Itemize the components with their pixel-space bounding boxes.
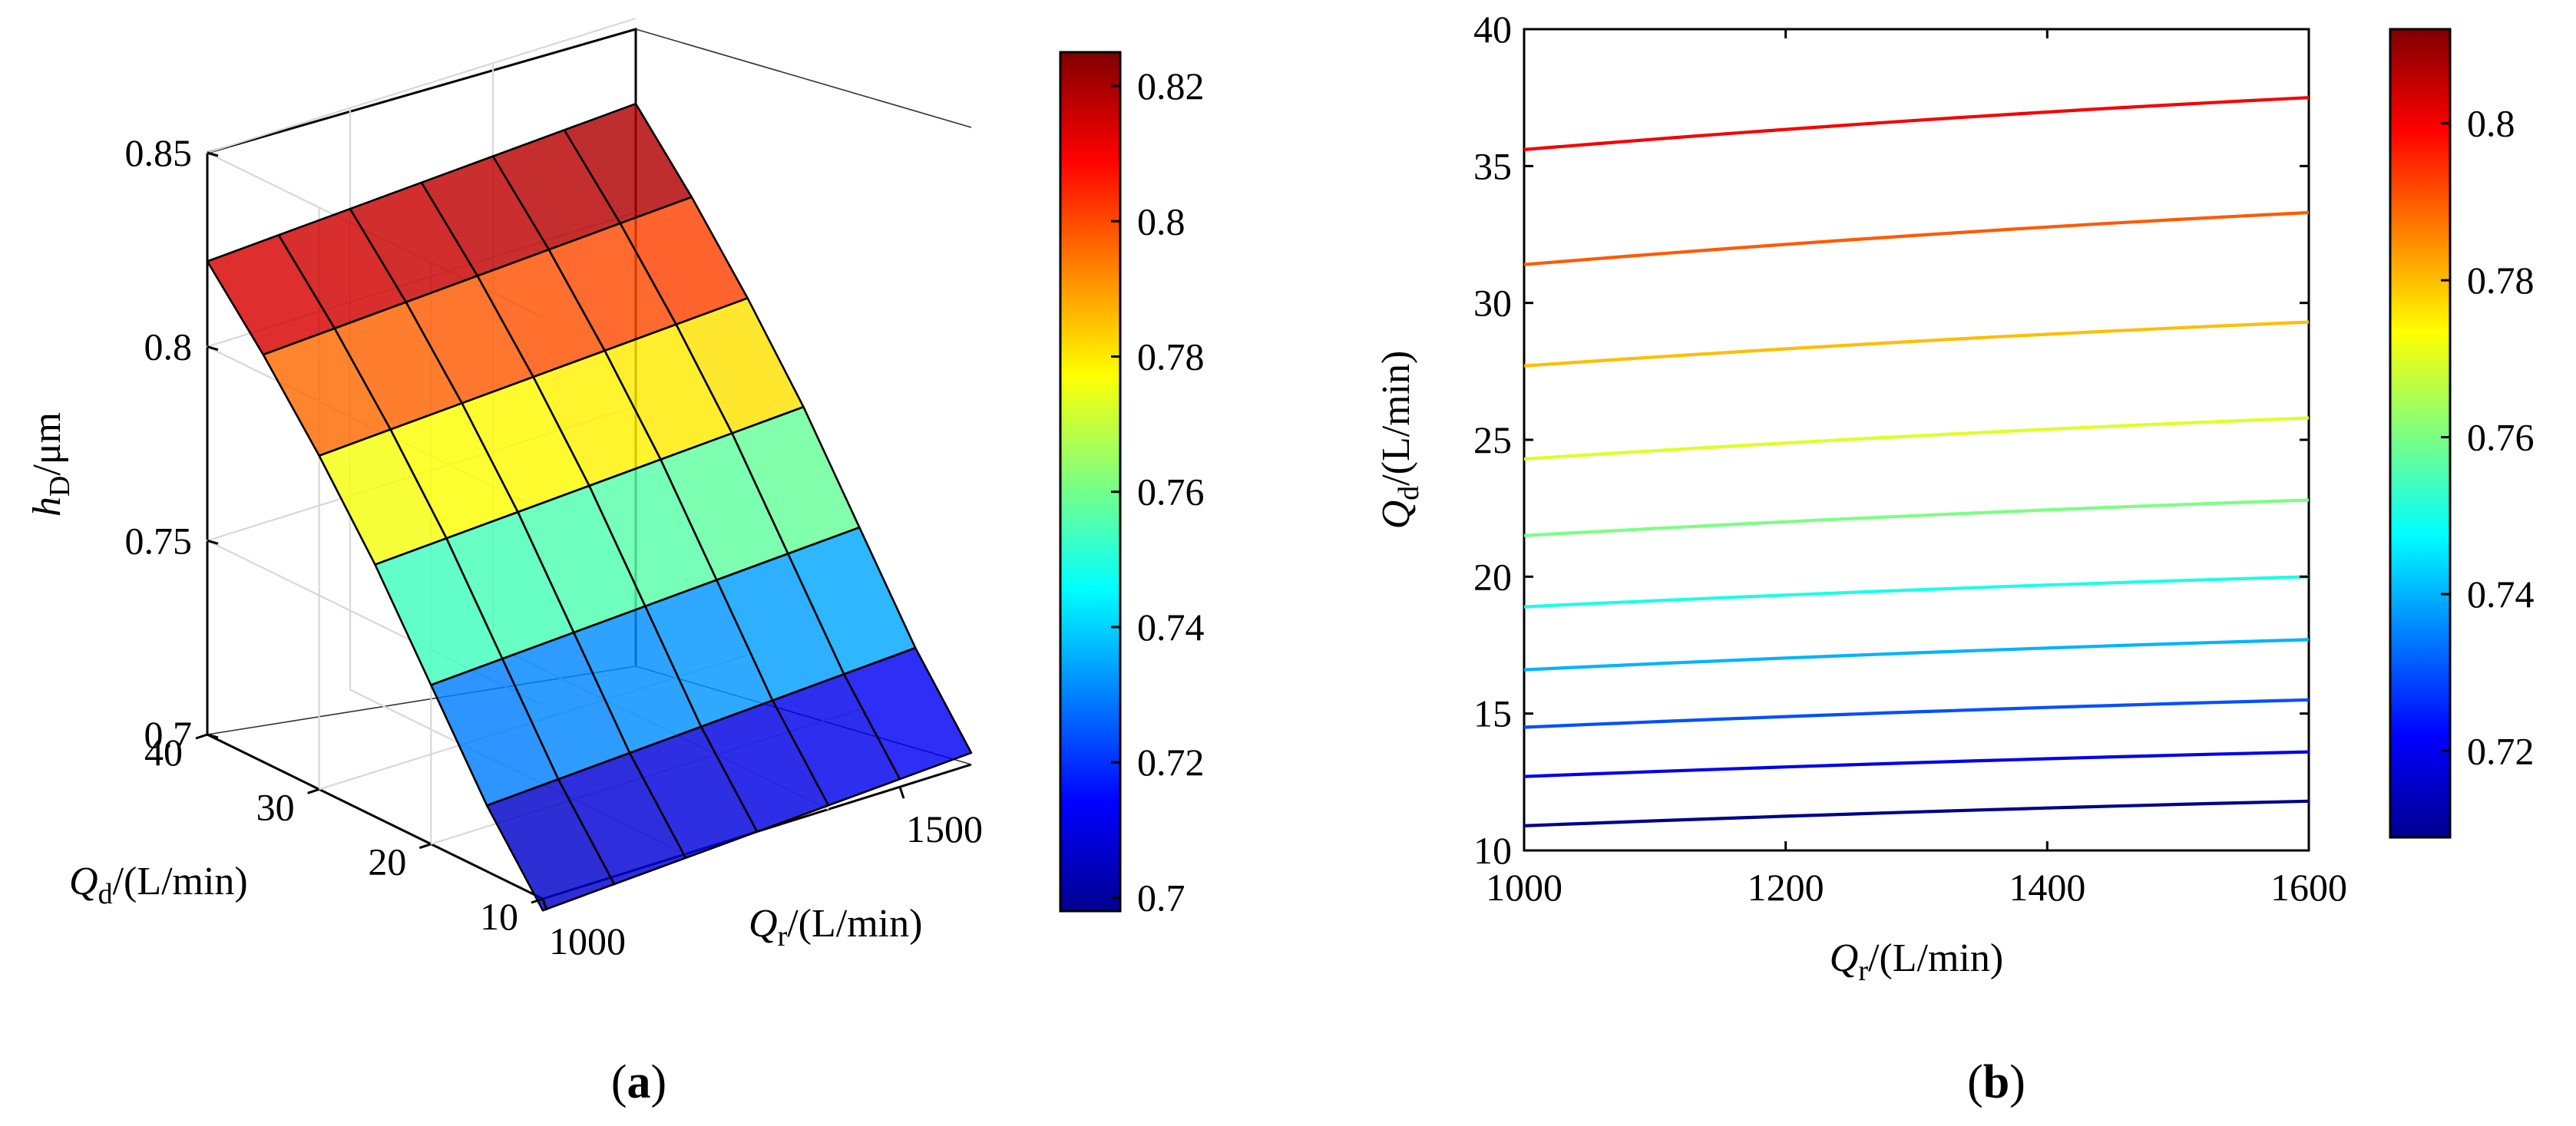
contour-x-tick-label: 1000 [1486,866,1562,909]
z-tick-label: 0.7 [144,713,193,756]
colorbar-a-tick-label: 0.7 [1137,876,1185,919]
contour-y-tick-label: 15 [1473,692,1512,735]
contour-y-tick-label: 30 [1473,282,1512,325]
colorbar-a-ticks: 0.7 0.72 0.74 0.76 0.78 0.8 0.82 [1111,64,1205,919]
colorbar-b-tick-label: 0.72 [2467,730,2535,773]
colorbar-a: 0.7 0.72 0.74 0.76 0.78 0.8 0.82 [1059,51,1205,919]
z-tick-label: 0.75 [125,519,193,562]
y-tick-label: 30 [256,785,295,828]
colorbar-a-tick-label: 0.8 [1137,200,1185,243]
contour-axis-ticks: 1000 1200 1400 1600 10 15 20 25 30 35 40 [1473,8,2347,909]
x-tick-label: 1500 [906,807,983,850]
contour-line [1523,416,2310,461]
contour-y-axis-label: Qd/(L/min) [1374,351,1425,530]
contour-y-tick-label: 25 [1473,418,1512,461]
y-tick-mark [531,897,544,904]
colorbar-b-gradient [2389,28,2452,839]
z-tick-label: 0.85 [125,131,193,174]
z-tick-mark [207,733,219,739]
colorbar-a-tick-label: 0.76 [1137,471,1205,513]
contour-plot-panel: 1000 1200 1400 1600 10 15 20 25 30 35 40 Qr/(L/min… [1374,8,2535,1108]
contour-x-axis-label: Qr/(L/min) [1830,936,2003,987]
colorbar-a-tick-label: 0.72 [1137,741,1205,784]
colorbar-b-tick-label: 0.8 [2467,102,2515,145]
y-tick-mark [307,788,320,794]
colorbar-a-tick-label: 0.78 [1137,335,1205,378]
y-tick-label: 10 [480,895,518,938]
x-tick-mark [541,898,548,911]
y-tick-mark [418,843,432,850]
panel-label-b: (b) [1967,1056,2025,1108]
colorbar-b-ticks: 0.72 0.74 0.76 0.78 0.8 [2441,102,2535,773]
x-tick-mark [898,786,905,799]
contour-line [1523,698,2310,729]
contour-y-tick-label: 35 [1473,144,1512,187]
z-tick-mark [207,539,219,545]
contour-x-tick-label: 1600 [2270,866,2347,909]
contour-line [1523,638,2310,672]
z-tick-mark [207,151,219,157]
contour-line [1523,498,2310,537]
contour-line [1523,320,2310,368]
contour-plot-area [1523,28,2310,852]
contour-line [1523,210,2310,266]
y-tick-mark [195,733,208,740]
x-tick-label: 1000 [549,920,626,963]
surface-patch [842,646,973,781]
contour-line [1523,799,2310,827]
z-tick-label: 0.8 [144,325,193,368]
z-axis-label: hD/μm [25,412,76,517]
z-tick-mark [207,345,219,352]
y-tick-label: 40 [144,731,183,774]
colorbar-b-tick-label: 0.76 [2467,416,2535,459]
contour-y-tick-label: 40 [1473,8,1512,51]
colorbar-a-tick-label: 0.82 [1137,64,1205,107]
x-axis-label: Qr/(L/min) [749,902,922,953]
colorbar-b: 0.72 0.74 0.76 0.78 0.8 [2389,28,2535,839]
colorbar-a-tick-label: 0.74 [1137,606,1205,649]
contour-x-tick-label: 1200 [1748,866,1824,909]
contour-line [1523,750,2310,778]
y-axis-label: Qd/(L/min) [69,860,248,910]
surface-mesh [206,102,973,912]
colorbar-b-tick-label: 0.78 [2467,259,2535,302]
surface-plot-panel: 0.7 0.75 0.8 0.85 10 20 30 40 1000 1500 hD/μm Qd/… [25,17,1205,1108]
contour-line [1523,96,2310,151]
y-tick-label: 20 [368,840,406,883]
contour-line [1523,575,2310,609]
contour-x-tick-label: 1400 [2009,866,2085,909]
surface-axis-ticks: 0.7 0.75 0.8 0.85 10 20 30 40 1000 1500 [125,131,984,963]
contour-lines [1523,96,2310,827]
panel-label-a: (a) [611,1056,666,1108]
colorbar-a-gradient [1059,51,1122,913]
colorbar-b-tick-label: 0.74 [2467,573,2535,616]
contour-y-tick-label: 20 [1473,555,1512,598]
contour-y-tick-label: 10 [1473,829,1512,872]
